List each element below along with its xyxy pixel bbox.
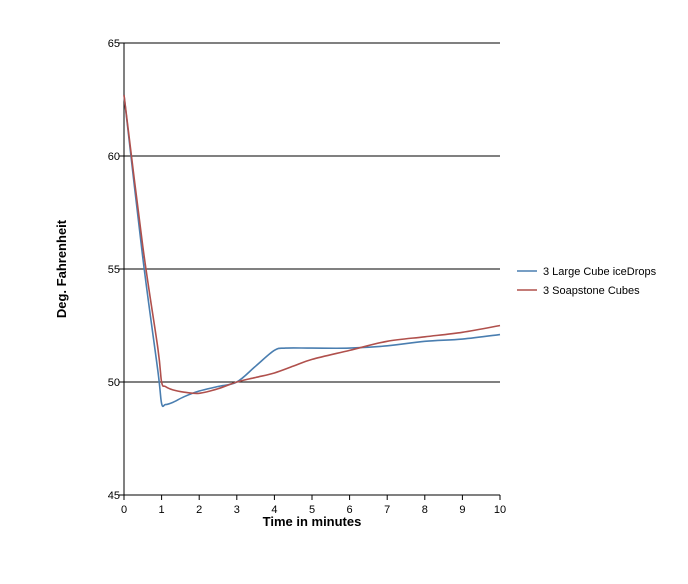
y-axis-title: Deg. Fahrenheit — [54, 219, 69, 318]
x-tick-label: 9 — [459, 504, 465, 516]
x-tick-labels: 0 1 2 3 4 5 6 7 8 9 10 — [121, 495, 506, 516]
series-line-1 — [123, 94, 501, 395]
y-tick-label: 50 — [108, 377, 120, 389]
x-tick-label: 4 — [271, 504, 277, 516]
x-tick-label: 0 — [121, 504, 127, 516]
y-tick-label: 55 — [108, 264, 120, 276]
x-tick-label: 8 — [422, 504, 428, 516]
y-tick-label: 65 — [108, 38, 120, 50]
x-tick-label: 3 — [234, 504, 240, 516]
x-tick-label: 2 — [196, 504, 202, 516]
x-tick-label: 10 — [494, 504, 506, 516]
legend-label-ice-drops: 3 Large Cube iceDrops — [543, 266, 657, 278]
gridlines — [124, 42, 500, 383]
legend: 3 Large Cube iceDrops 3 Soapstone Cubes — [517, 266, 657, 297]
y-tick-label: 45 — [108, 490, 120, 502]
y-tick-label: 60 — [108, 151, 120, 163]
x-tick-label: 6 — [347, 504, 353, 516]
x-tick-label: 1 — [159, 504, 165, 516]
y-tick-labels: 45 50 55 60 65 — [108, 38, 124, 502]
x-tick-label: 7 — [384, 504, 390, 516]
series-lines — [123, 94, 501, 408]
x-axis-title: Time in minutes — [263, 514, 362, 529]
legend-label-soapstone: 3 Soapstone Cubes — [543, 285, 640, 297]
x-tick-label: 5 — [309, 504, 315, 516]
